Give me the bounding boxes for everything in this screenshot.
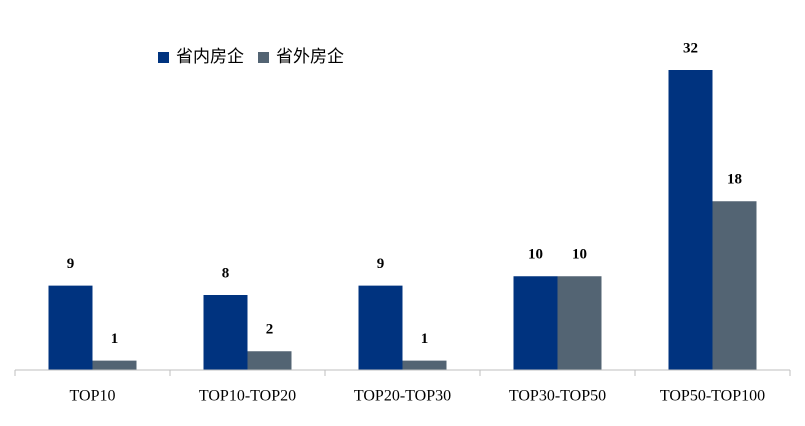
bar [557,276,602,370]
bar [402,360,447,370]
value-label: 10 [572,247,587,263]
bar [712,201,757,370]
bar [513,276,558,370]
bar [247,351,292,370]
legend-label: 省内房企 [176,47,244,66]
bar [668,70,713,370]
legend-swatch [258,52,269,63]
value-label: 1 [421,331,429,347]
legend-label: 省外房企 [276,47,344,66]
value-label: 18 [727,172,742,188]
value-label: 1 [111,331,119,347]
value-label: 9 [377,256,385,272]
bar [358,285,403,370]
value-label: 10 [528,247,543,263]
x-tick-label: TOP20-TOP30 [354,388,451,405]
bar [48,285,93,370]
value-label: 2 [266,322,274,338]
x-tick-label: TOP10 [70,388,116,405]
legend-swatch [158,52,169,63]
x-tick-label: TOP50-TOP100 [660,388,765,405]
x-tick-label: TOP10-TOP20 [199,388,296,405]
x-tick-label: TOP30-TOP50 [509,388,606,405]
value-label: 8 [222,265,230,281]
bar [92,360,137,370]
value-label: 9 [67,256,75,272]
value-label: 32 [683,40,698,56]
bar [203,295,248,370]
